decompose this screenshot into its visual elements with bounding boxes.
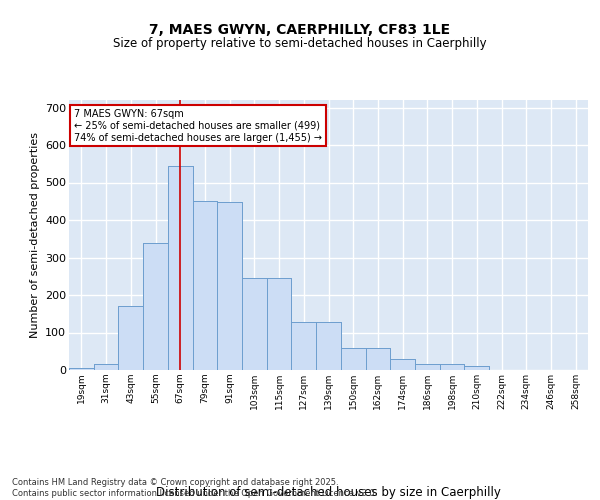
Bar <box>94 364 118 370</box>
Bar <box>143 242 168 370</box>
Bar <box>415 364 440 370</box>
Bar <box>168 166 193 370</box>
Bar <box>69 368 94 370</box>
Bar <box>168 166 193 370</box>
Bar <box>94 364 118 370</box>
Y-axis label: Number of semi-detached properties: Number of semi-detached properties <box>29 132 40 338</box>
Bar <box>440 364 464 370</box>
Bar <box>217 202 242 370</box>
Bar <box>440 364 464 370</box>
Bar <box>365 348 390 370</box>
Bar <box>217 202 242 370</box>
Bar <box>193 201 217 370</box>
Bar <box>267 278 292 370</box>
Bar <box>341 348 365 370</box>
Bar <box>193 201 217 370</box>
Bar <box>341 348 365 370</box>
Bar <box>118 306 143 370</box>
Bar <box>464 366 489 370</box>
Bar <box>292 322 316 370</box>
Bar <box>69 368 94 370</box>
X-axis label: Distribution of semi-detached houses by size in Caerphilly: Distribution of semi-detached houses by … <box>156 486 501 498</box>
Text: 7 MAES GWYN: 67sqm
← 25% of semi-detached houses are smaller (499)
74% of semi-d: 7 MAES GWYN: 67sqm ← 25% of semi-detache… <box>74 110 322 142</box>
Text: Size of property relative to semi-detached houses in Caerphilly: Size of property relative to semi-detach… <box>113 38 487 51</box>
Bar <box>415 364 440 370</box>
Bar <box>316 322 341 370</box>
Bar <box>242 278 267 370</box>
Bar <box>267 278 292 370</box>
Bar <box>365 348 390 370</box>
Text: Contains HM Land Registry data © Crown copyright and database right 2025.
Contai: Contains HM Land Registry data © Crown c… <box>12 478 377 498</box>
Bar <box>118 306 143 370</box>
Bar <box>242 278 267 370</box>
Bar <box>390 359 415 370</box>
Text: 7, MAES GWYN, CAERPHILLY, CF83 1LE: 7, MAES GWYN, CAERPHILLY, CF83 1LE <box>149 22 451 36</box>
Bar <box>390 359 415 370</box>
Bar <box>143 242 168 370</box>
Bar <box>464 366 489 370</box>
Bar <box>292 322 316 370</box>
Bar <box>316 322 341 370</box>
